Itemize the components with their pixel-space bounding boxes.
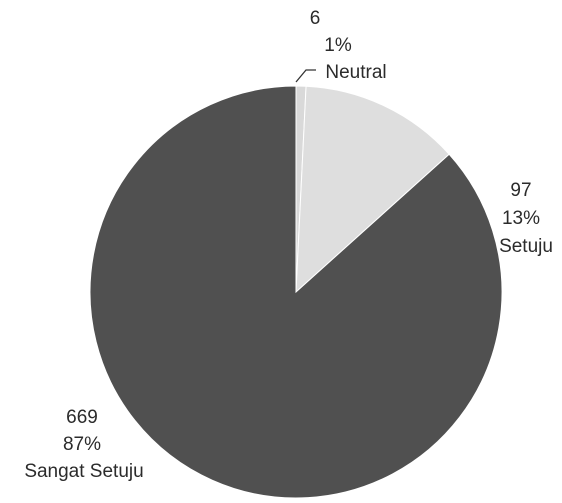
sangat-setuju-percent-label: 87% (63, 434, 101, 455)
setuju-count-label: 97 (510, 180, 531, 201)
pie-slice-setuju (295, 85, 450, 294)
neutral-count-label: 6 (310, 8, 321, 29)
neutral-name-label: Neutral (325, 62, 386, 83)
sangat-setuju-name-label: Sangat Setuju (24, 461, 143, 482)
neutral-leader-line (295, 69, 316, 83)
pie-slice-sangat-setuju (89, 85, 503, 499)
sangat-setuju-count-label: 669 (66, 407, 98, 428)
pie-slices (89, 85, 503, 499)
neutral-percent-label: 1% (324, 35, 352, 56)
setuju-percent-label: 13% (502, 208, 540, 229)
setuju-name-label: Setuju (499, 236, 553, 257)
